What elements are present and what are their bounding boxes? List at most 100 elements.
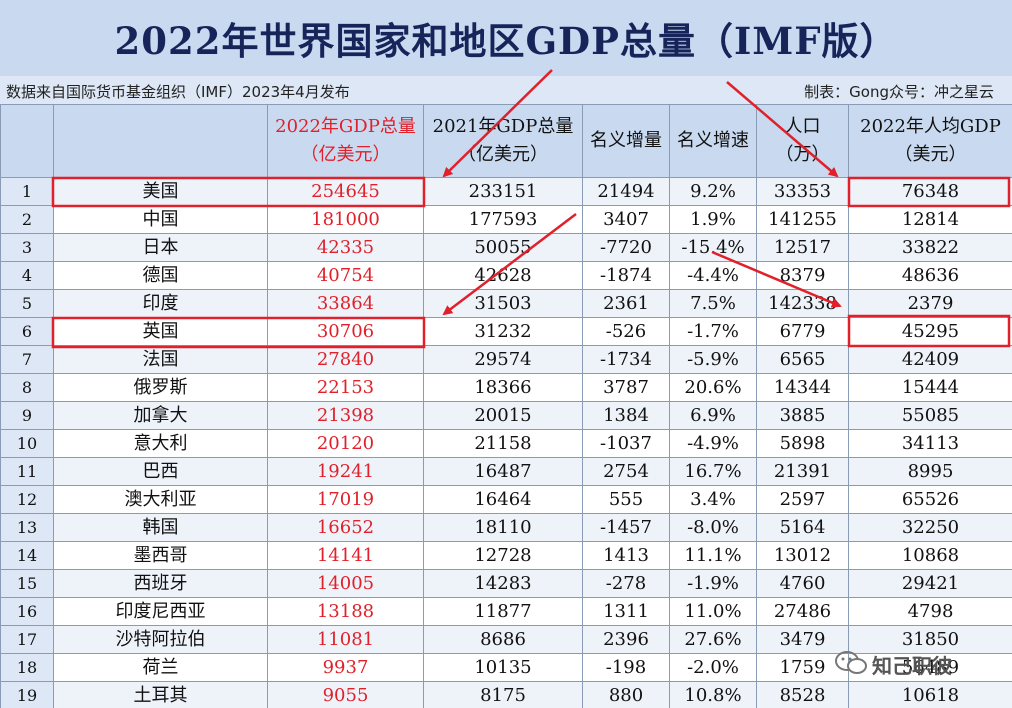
- row-population: 6779: [756, 317, 849, 346]
- row-population: 5898: [756, 429, 849, 458]
- row-per-capita: 29421: [848, 569, 1012, 598]
- row-increase: -198: [582, 653, 670, 682]
- row-population: 13012: [756, 541, 849, 570]
- row-per-capita: 76348: [848, 177, 1012, 206]
- row-growth: 9.2%: [669, 177, 757, 206]
- row-gdp-2021: 10135: [423, 653, 583, 682]
- table-header-row: 2022年GDP总量 （亿美元） 2021年GDP总量 （亿美元） 名义增量 名…: [0, 104, 1012, 178]
- row-rank: 17: [0, 625, 54, 654]
- row-rank: 12: [0, 485, 54, 514]
- row-gdp-2022: 20120: [267, 429, 424, 458]
- row-country: 印度尼西亚: [53, 597, 268, 626]
- row-growth: 27.6%: [669, 625, 757, 654]
- row-gdp-2021: 42628: [423, 261, 583, 290]
- row-per-capita: 10618: [848, 681, 1012, 708]
- table-row: 5 印度 33864 31503 2361 7.5% 142338 2379: [0, 289, 1012, 318]
- table-row: 6 英国 30706 31232 -526 -1.7% 6779 45295: [0, 317, 1012, 346]
- row-gdp-2021: 14283: [423, 569, 583, 598]
- row-gdp-2021: 11877: [423, 597, 583, 626]
- row-rank: 14: [0, 541, 54, 570]
- row-per-capita: 4798: [848, 597, 1012, 626]
- row-gdp-2022: 27840: [267, 345, 424, 374]
- author-note: 制表：Gong众号：冲之星云: [804, 83, 994, 101]
- row-gdp-2022: 21398: [267, 401, 424, 430]
- row-rank: 19: [0, 681, 54, 708]
- row-growth: 3.4%: [669, 485, 757, 514]
- row-gdp-2022: 11081: [267, 625, 424, 654]
- row-population: 141255: [756, 205, 849, 234]
- row-gdp-2022: 181000: [267, 205, 424, 234]
- row-increase: -278: [582, 569, 670, 598]
- table-row: 7 法国 27840 29574 -1734 -5.9% 6565 42409: [0, 345, 1012, 374]
- table-row: 16 印度尼西亚 13188 11877 1311 11.0% 27486 4798: [0, 597, 1012, 626]
- row-rank: 8: [0, 373, 54, 402]
- row-rank: 16: [0, 597, 54, 626]
- row-rank: 2: [0, 205, 54, 234]
- table-row: 18 荷兰 9937 10135 -198 -2.0% 1759 56489: [0, 653, 1012, 682]
- row-gdp-2021: 8175: [423, 681, 583, 708]
- row-gdp-2021: 31232: [423, 317, 583, 346]
- row-rank: 4: [0, 261, 54, 290]
- row-population: 8528: [756, 681, 849, 708]
- row-per-capita: 45295: [848, 317, 1012, 346]
- row-per-capita: 2379: [848, 289, 1012, 318]
- header-per-capita-unit: （美元）: [894, 144, 967, 165]
- table-row: 11 巴西 19241 16487 2754 16.7% 21391 8995: [0, 457, 1012, 486]
- row-per-capita: 48636: [848, 261, 1012, 290]
- row-increase: 2754: [582, 457, 670, 486]
- table-row: 17 沙特阿拉伯 11081 8686 2396 27.6% 3479 31850: [0, 625, 1012, 654]
- row-population: 4760: [756, 569, 849, 598]
- source-note: 数据来自国际货币基金组织（IMF）2023年4月发布: [6, 83, 350, 101]
- row-per-capita: 10868: [848, 541, 1012, 570]
- row-country: 沙特阿拉伯: [53, 625, 268, 654]
- row-gdp-2021: 31503: [423, 289, 583, 318]
- table-row: 4 德国 40754 42628 -1874 -4.4% 8379 48636: [0, 261, 1012, 290]
- row-increase: 1413: [582, 541, 670, 570]
- row-growth: 10.8%: [669, 681, 757, 708]
- row-population: 33353: [756, 177, 849, 206]
- row-country: 中国: [53, 205, 268, 234]
- row-population: 3885: [756, 401, 849, 430]
- row-gdp-2021: 29574: [423, 345, 583, 374]
- watermark-text: 知己职彼: [872, 654, 952, 678]
- table-row: 14 墨西哥 14141 12728 1413 11.1% 13012 10868: [0, 541, 1012, 570]
- row-country: 土耳其: [53, 681, 268, 708]
- row-per-capita: 55085: [848, 401, 1012, 430]
- header-country: [53, 104, 268, 178]
- row-rank: 1: [0, 177, 54, 206]
- row-increase: 880: [582, 681, 670, 708]
- row-gdp-2021: 21158: [423, 429, 583, 458]
- row-rank: 13: [0, 513, 54, 542]
- row-population: 14344: [756, 373, 849, 402]
- header-gdp-2021: 2021年GDP总量 （亿美元）: [423, 104, 583, 178]
- header-per-capita-title: 2022年人均GDP: [860, 116, 1001, 137]
- table-row: 3 日本 42335 50055 -7720 -15.4% 12517 33822: [0, 233, 1012, 262]
- row-population: 12517: [756, 233, 849, 262]
- row-growth: 11.1%: [669, 541, 757, 570]
- row-country: 巴西: [53, 457, 268, 486]
- row-country: 印度: [53, 289, 268, 318]
- row-gdp-2022: 9937: [267, 653, 424, 682]
- row-country: 俄罗斯: [53, 373, 268, 402]
- row-gdp-2021: 18110: [423, 513, 583, 542]
- table-row: 8 俄罗斯 22153 18366 3787 20.6% 14344 15444: [0, 373, 1012, 402]
- row-per-capita: 33822: [848, 233, 1012, 262]
- row-growth: 11.0%: [669, 597, 757, 626]
- row-rank: 5: [0, 289, 54, 318]
- header-population: 人口 （万）: [756, 104, 849, 178]
- header-growth-title: 名义增速: [677, 130, 749, 151]
- row-gdp-2021: 12728: [423, 541, 583, 570]
- row-increase: -7720: [582, 233, 670, 262]
- table-row: 13 韩国 16652 18110 -1457 -8.0% 5164 32250: [0, 513, 1012, 542]
- gdp-table: 2022年GDP总量 （亿美元） 2021年GDP总量 （亿美元） 名义增量 名…: [0, 104, 1012, 708]
- row-country: 荷兰: [53, 653, 268, 682]
- row-growth: 16.7%: [669, 457, 757, 486]
- row-gdp-2021: 50055: [423, 233, 583, 262]
- row-country: 墨西哥: [53, 541, 268, 570]
- row-population: 2597: [756, 485, 849, 514]
- row-country: 英国: [53, 317, 268, 346]
- row-increase: 555: [582, 485, 670, 514]
- row-country: 澳大利亚: [53, 485, 268, 514]
- row-gdp-2021: 18366: [423, 373, 583, 402]
- row-increase: 21494: [582, 177, 670, 206]
